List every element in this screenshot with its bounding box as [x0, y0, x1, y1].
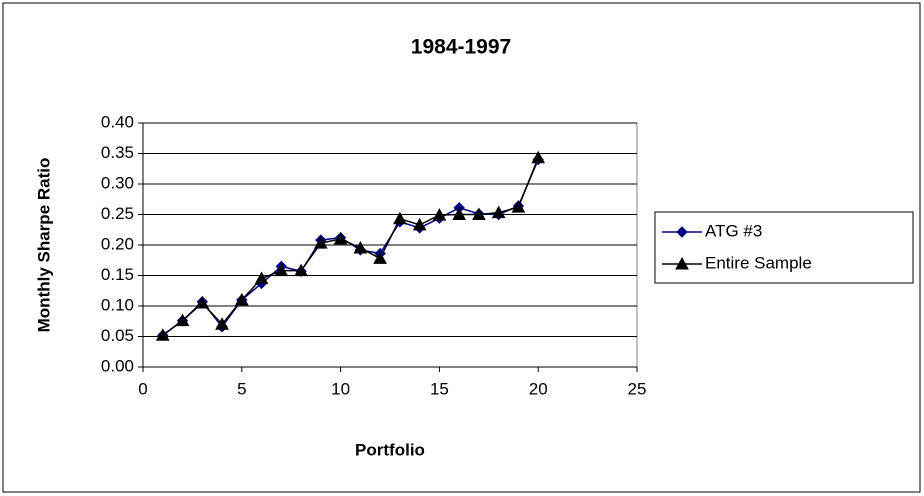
- triangle-marker: [432, 208, 447, 221]
- triangle-marker: [195, 295, 210, 309]
- x-tick-label: 20: [529, 379, 548, 398]
- y-tick-label: 0.30: [101, 173, 134, 192]
- y-tick-label: 0.20: [101, 234, 134, 253]
- diamond-marker: [676, 226, 688, 238]
- y-tick-label: 0.25: [101, 204, 134, 223]
- triangle-marker: [452, 207, 467, 220]
- y-tick-label: 0.10: [101, 295, 134, 314]
- triangle-marker: [511, 200, 526, 213]
- triangle-marker: [175, 313, 190, 327]
- y-tick-label: 0.00: [101, 356, 134, 375]
- legend-label: ATG #3: [705, 221, 762, 240]
- triangle-marker: [313, 236, 328, 249]
- legend-label: Entire Sample: [705, 253, 812, 272]
- x-tick-label: 25: [628, 379, 647, 398]
- triangle-marker: [472, 207, 486, 220]
- y-axis-label: Monthly Sharpe Ratio: [34, 158, 53, 333]
- chart-title: 1984-1997: [411, 36, 511, 59]
- legend-box: [654, 211, 914, 284]
- triangle-marker: [353, 241, 368, 254]
- triangle-marker: [274, 263, 289, 277]
- triangle-marker: [254, 271, 269, 285]
- x-tick-label: 5: [237, 379, 246, 398]
- y-tick-label: 0.15: [101, 265, 134, 284]
- triangle-marker: [234, 292, 249, 306]
- y-tick-label: 0.35: [101, 143, 134, 162]
- y-tick-label: 0.05: [101, 326, 134, 345]
- triangle-marker: [333, 231, 348, 245]
- triangle-marker: [412, 217, 427, 231]
- triangle-marker: [675, 256, 689, 270]
- triangle-marker: [155, 328, 170, 341]
- triangle-marker: [373, 251, 387, 264]
- y-tick-label: 0.40: [101, 112, 134, 131]
- x-tick-label: 10: [331, 379, 350, 398]
- x-tick-label: 0: [138, 379, 147, 398]
- triangle-marker: [393, 211, 407, 225]
- triangle-marker: [294, 263, 308, 277]
- triangle-marker: [215, 317, 229, 330]
- triangle-marker: [491, 205, 506, 219]
- triangle-marker: [531, 150, 546, 164]
- x-axis-label: Portfolio: [355, 440, 425, 459]
- x-tick-label: 15: [430, 379, 449, 398]
